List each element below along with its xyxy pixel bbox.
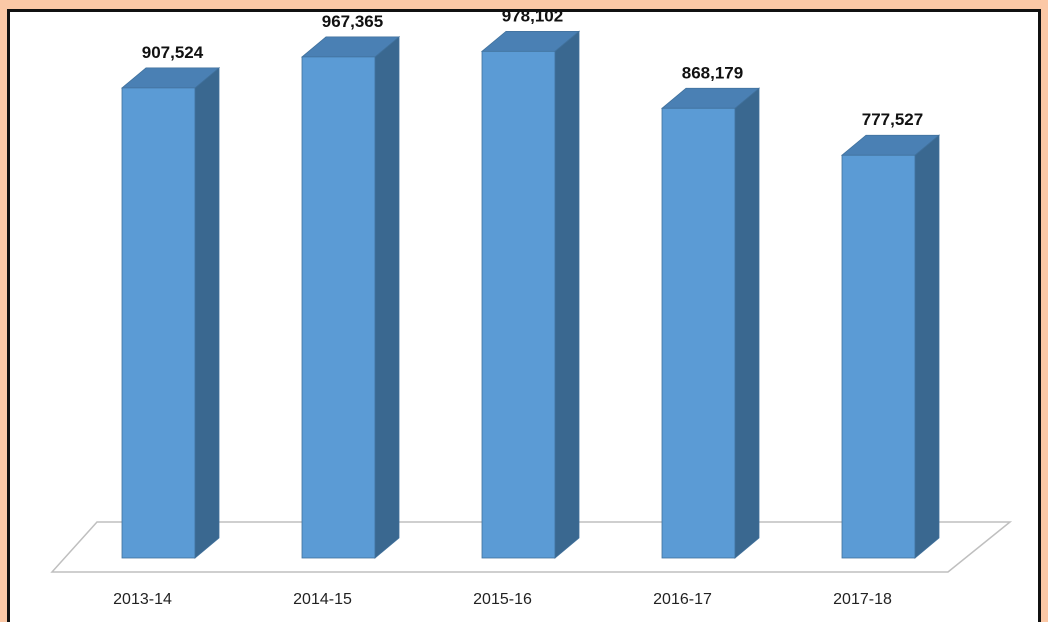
category-label: 2017-18 (833, 591, 892, 608)
value-label: 907,524 (142, 43, 204, 62)
value-label: 978,102 (502, 6, 563, 25)
category-labels: 2013-14 2014-15 2015-16 2016-17 2017-18 (113, 591, 892, 608)
bar-2013-14 (120, 67, 221, 559)
bar-2014-15 (300, 36, 401, 559)
chart-floor (50, 521, 1013, 573)
category-label: 2014-15 (293, 591, 352, 608)
bar-front-face (841, 154, 916, 559)
bar-side-face (374, 36, 400, 559)
bar-series (120, 30, 941, 559)
bar-side-face (734, 87, 760, 559)
bar-side-face (914, 134, 940, 559)
value-label: 868,179 (682, 63, 743, 82)
value-label: 967,365 (322, 12, 383, 31)
value-label: 777,527 (862, 110, 923, 129)
bar-2015-16 (480, 30, 581, 559)
bar-side-face (554, 30, 580, 559)
bar-front-face (301, 56, 376, 559)
bar-2017-18 (840, 134, 941, 559)
category-label: 2016-17 (653, 591, 712, 608)
category-label: 2013-14 (113, 591, 172, 608)
bar-front-face (481, 50, 556, 559)
value-labels: 907,524 967,365 978,102 868,179 777,527 (142, 6, 923, 129)
bar-2016-17 (660, 87, 761, 559)
bar-side-face (194, 67, 220, 559)
bar-front-face (121, 87, 196, 559)
bar-front-face (661, 107, 736, 559)
category-label: 2015-16 (473, 591, 532, 608)
